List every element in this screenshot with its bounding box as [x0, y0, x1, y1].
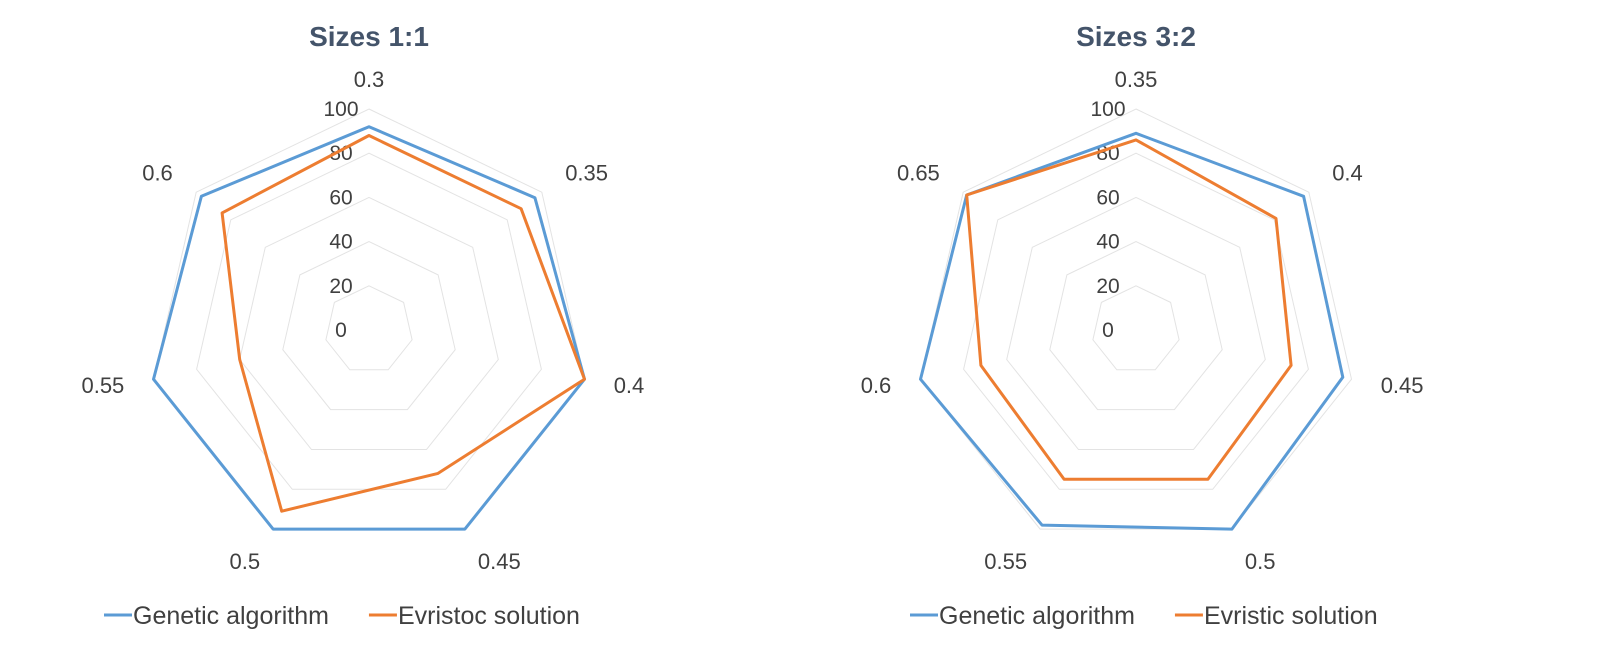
- category-label: 0.55: [81, 373, 124, 398]
- legend-label: Genetic algorithm: [133, 602, 329, 630]
- category-label: 0.45: [1381, 373, 1424, 398]
- radial-tick-label: 100: [323, 98, 358, 121]
- radial-tick-label: 0: [335, 319, 347, 342]
- legend-entry-1: Genetic algorithm: [104, 602, 329, 630]
- radial-tick-label: 40: [1096, 231, 1119, 254]
- radar-chart-1: Sizes 1:10204060801000.30.350.40.450.50.…: [81, 21, 644, 630]
- category-label: 0.6: [142, 161, 173, 186]
- grid-ring-20: [325, 285, 413, 371]
- category-label: 0.5: [230, 549, 261, 574]
- legend-entry-2: Evristoc solution: [368, 602, 580, 630]
- category-label: 0.45: [478, 549, 521, 574]
- category-label: 0.6: [861, 373, 892, 398]
- grid-ring-60: [239, 196, 499, 450]
- radial-tick-label: 0: [1102, 319, 1114, 342]
- series-line-2: [220, 134, 586, 513]
- legend-entry-2: Evristic solution: [1174, 602, 1378, 630]
- grid-ring-20: [1092, 285, 1180, 371]
- radial-tick-label: 60: [1096, 186, 1119, 209]
- chart-title: Sizes 1:1: [309, 21, 429, 52]
- chart-title: Sizes 3:2: [1076, 21, 1196, 52]
- category-label: 0.35: [1115, 67, 1158, 92]
- radar-chart-2: Sizes 3:20204060801000.350.40.450.50.550…: [861, 21, 1424, 630]
- legend-label: Evristic solution: [1204, 602, 1378, 630]
- radial-tick-label: 40: [329, 231, 352, 254]
- category-label: 0.35: [565, 161, 608, 186]
- category-label: 0.3: [354, 67, 385, 92]
- series-line-1: [919, 131, 1345, 531]
- grid-ring-100: [152, 108, 586, 530]
- category-label: 0.65: [897, 161, 940, 186]
- grid-ring-40: [282, 241, 456, 411]
- series-line-1: [152, 125, 586, 531]
- legend-entry-1: Genetic algorithm: [910, 602, 1135, 630]
- category-label: 0.4: [614, 373, 645, 398]
- radial-tick-label: 60: [329, 186, 352, 209]
- grid-ring-60: [1006, 196, 1266, 450]
- radial-tick-label: 100: [1090, 98, 1125, 121]
- category-label: 0.4: [1332, 161, 1363, 186]
- radial-tick-label: 20: [329, 275, 352, 298]
- legend-label: Genetic algorithm: [939, 602, 1135, 630]
- grid-ring-40: [1049, 241, 1223, 411]
- category-label: 0.5: [1245, 549, 1276, 574]
- category-label: 0.55: [984, 549, 1027, 574]
- radial-tick-label: 20: [1096, 275, 1119, 298]
- legend-label: Evristoc solution: [398, 602, 580, 630]
- grid-ring-100: [919, 108, 1353, 530]
- series-line-2: [965, 138, 1293, 481]
